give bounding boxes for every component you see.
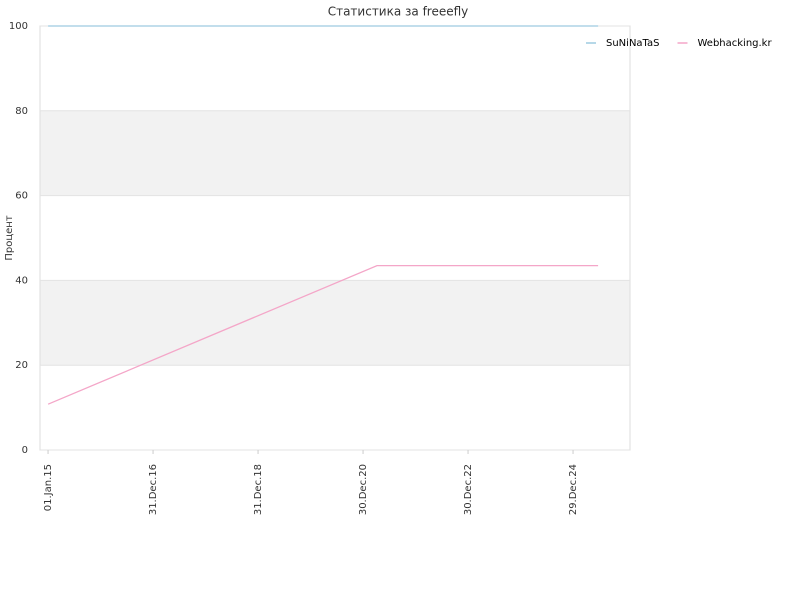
x-tick-label: 30.Dec.20 bbox=[358, 464, 369, 515]
chart-title: Статистика за freeefly bbox=[328, 5, 469, 19]
legend-label: Webhacking.kr bbox=[697, 38, 772, 49]
grid-band bbox=[40, 110, 630, 196]
line bbox=[47, 264, 599, 405]
y-tick-label: 100 bbox=[9, 21, 28, 32]
y-tick-label: 80 bbox=[15, 106, 28, 117]
x-tick-label: 29.Dec.24 bbox=[568, 464, 579, 515]
y-tick-label: 20 bbox=[15, 360, 28, 371]
y-tick-label: 60 bbox=[15, 191, 28, 202]
grid-band bbox=[40, 280, 630, 366]
legend-label: SuNiNaTaS bbox=[606, 38, 659, 49]
x-tick-label: 31.Dec.18 bbox=[253, 464, 264, 515]
y-axis-label: Процент bbox=[4, 215, 15, 260]
x-tick-label: 30.Dec.22 bbox=[463, 464, 474, 515]
plot-frame bbox=[39, 25, 631, 451]
y-tick-label: 0 bbox=[22, 445, 28, 456]
x-tick-label: 31.Dec.16 bbox=[148, 464, 159, 515]
y-tick-label: 40 bbox=[15, 275, 28, 286]
x-tick-label: 01.Jan.15 bbox=[43, 464, 54, 511]
